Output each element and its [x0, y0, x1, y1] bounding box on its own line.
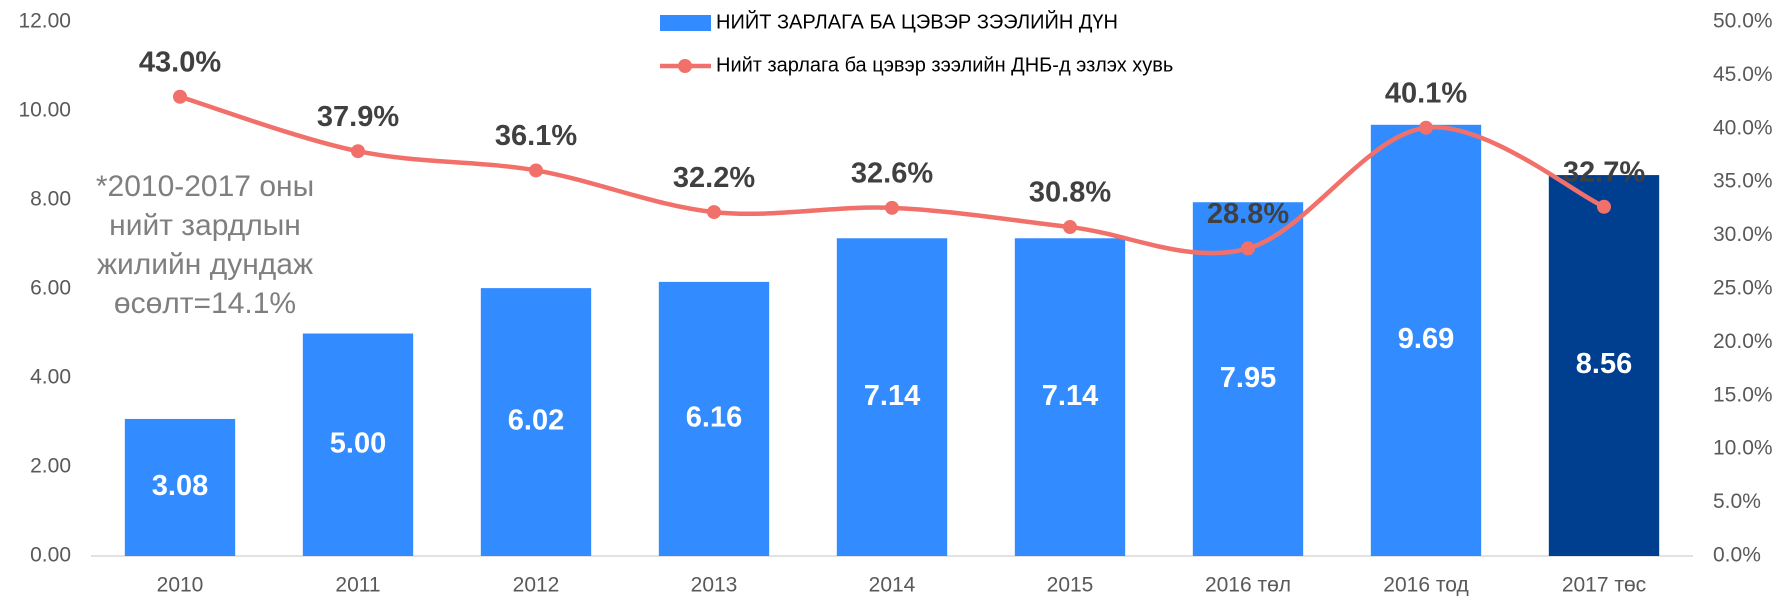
- x-tick-label: 2017 төс: [1562, 574, 1646, 596]
- x-tick-label: 2010: [157, 574, 204, 596]
- bar: [124, 418, 236, 556]
- x-tick-label: 2011: [335, 574, 380, 596]
- data-label: 7.95: [1220, 362, 1276, 394]
- line-marker: [885, 200, 899, 215]
- data-label: 6.02: [508, 405, 564, 437]
- data-label: 9.69: [1398, 323, 1454, 355]
- bar: [1192, 202, 1304, 556]
- legend-swatch: [660, 15, 711, 31]
- x-tick-label: 2015: [1047, 574, 1094, 596]
- bar: [480, 288, 592, 556]
- bar: [1014, 238, 1126, 556]
- y-tick-label: 8.00: [30, 188, 71, 211]
- bar: [302, 333, 414, 556]
- x-tick-label: 2012: [513, 574, 560, 596]
- y-tick-label: 0.00: [30, 544, 71, 567]
- line-marker: [351, 144, 365, 159]
- x-tick-label: 2014: [869, 574, 916, 596]
- y2-tick-label: 45.0%: [1713, 63, 1773, 86]
- data-label: 40.1%: [1385, 77, 1467, 109]
- data-label: 7.14: [1042, 380, 1098, 412]
- legend-marker: [678, 59, 692, 73]
- data-label: 3.08: [152, 470, 208, 502]
- y-tick-label: 6.00: [30, 277, 71, 300]
- line-marker: [1419, 120, 1433, 135]
- y2-tick-label: 30.0%: [1713, 223, 1773, 246]
- data-label: 37.9%: [317, 101, 399, 133]
- y-tick-label: 4.00: [30, 366, 71, 389]
- line-marker: [1241, 241, 1255, 256]
- data-label: 32.7%: [1563, 156, 1645, 188]
- y2-tick-label: 40.0%: [1713, 116, 1773, 139]
- data-label: 36.1%: [495, 120, 577, 152]
- legend-label: НИЙТ ЗАРЛАГА БА ЦЭВЭР ЗЭЭЛИЙН ДҮН: [716, 9, 1118, 33]
- y2-tick-label: 50.0%: [1713, 10, 1773, 33]
- y2-tick-label: 20.0%: [1713, 330, 1773, 353]
- y-tick-label: 10.00: [18, 99, 71, 122]
- line-marker: [529, 163, 543, 178]
- annotation: өсөлт=14.1%: [114, 287, 296, 320]
- annotation: *2010-2017 оны: [96, 170, 314, 203]
- data-label: 8.56: [1576, 348, 1632, 380]
- bar: [1370, 124, 1482, 557]
- x-tick-label: 2016 тод: [1383, 574, 1468, 596]
- data-label: 28.8%: [1207, 198, 1289, 230]
- line-marker: [173, 89, 187, 104]
- annotation: жилийн дундаж: [97, 248, 313, 281]
- bar: [836, 238, 948, 556]
- y-tick-label: 12.00: [18, 10, 71, 33]
- y2-tick-label: 25.0%: [1713, 277, 1773, 300]
- y2-tick-label: 15.0%: [1713, 383, 1773, 406]
- y2-tick-label: 35.0%: [1713, 170, 1773, 193]
- x-tick-label: 2016 төл: [1205, 574, 1291, 596]
- y2-tick-label: 5.0%: [1713, 490, 1761, 513]
- data-label: 5.00: [330, 427, 386, 459]
- bar: [658, 281, 770, 556]
- bar: [1548, 175, 1660, 556]
- line-marker: [707, 205, 721, 220]
- y-tick-label: 2.00: [30, 455, 71, 478]
- data-label: 6.16: [686, 402, 742, 434]
- data-label: 7.14: [864, 380, 920, 412]
- line-marker: [1063, 220, 1077, 235]
- annotation: нийт зардлын: [109, 209, 301, 242]
- data-label: 30.8%: [1029, 177, 1111, 209]
- y2-tick-label: 10.0%: [1713, 437, 1773, 460]
- line-marker: [1597, 199, 1611, 214]
- data-label: 32.6%: [851, 157, 933, 189]
- y2-tick-label: 0.0%: [1713, 544, 1761, 567]
- legend-label: Нийт зарлага ба цэвэр зээлийн ДНБ-д эзлэ…: [716, 54, 1173, 76]
- data-label: 32.2%: [673, 162, 755, 194]
- x-tick-label: 2013: [691, 574, 738, 596]
- data-label: 43.0%: [139, 46, 221, 78]
